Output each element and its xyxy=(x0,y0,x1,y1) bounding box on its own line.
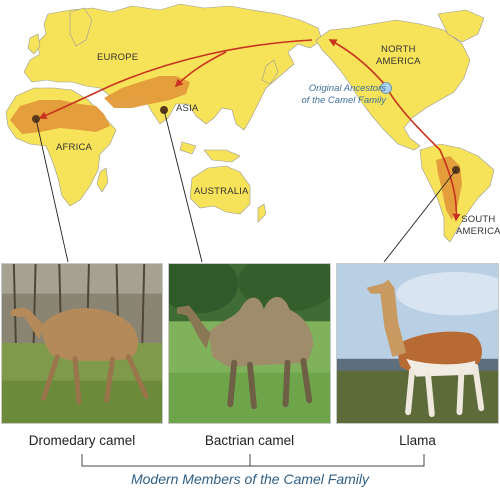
ancestors-label-line2: of the Camel Family xyxy=(301,95,386,106)
bactrian-pointer-line xyxy=(163,109,203,262)
label-europe: EUROPE xyxy=(97,52,139,63)
britain-landmass xyxy=(27,33,41,55)
label-south-america-line2: AMERICA xyxy=(456,226,500,237)
caption-dromedary: Dromedary camel xyxy=(28,433,136,448)
label-africa: AFRICA xyxy=(56,142,93,153)
madagascar-landmass xyxy=(96,167,109,193)
bactrian-photo xyxy=(168,263,331,424)
label-south-america: SOUTH AMERICA xyxy=(456,214,500,238)
ancestors-label-line1: Original Ancestors xyxy=(308,83,386,94)
migration-arrow-south-america xyxy=(387,89,461,222)
ancestor-origin-marker xyxy=(380,82,392,94)
migration-arrow-eurasia xyxy=(38,39,313,120)
bactrian-range xyxy=(104,76,190,108)
caption-llama: Llama xyxy=(399,433,436,448)
label-north-america-line2: AMERICA xyxy=(376,56,421,67)
migration-arrow-asia-branch xyxy=(174,51,227,88)
greenland-landmass xyxy=(437,9,485,43)
family-bracket xyxy=(81,454,425,467)
label-north-america-line1: NORTH xyxy=(381,44,416,55)
dromedary-illustration xyxy=(2,264,162,423)
label-asia: ASIA xyxy=(176,103,199,114)
scandinavia-landmass xyxy=(69,7,93,47)
dromedary-photo xyxy=(1,263,163,424)
dromedary-pointer-line xyxy=(35,118,69,262)
llama-illustration xyxy=(337,264,498,423)
north-america-landmass xyxy=(315,19,471,151)
ancestors-label: Original Ancestors of the Camel Family xyxy=(268,83,386,107)
label-north-america: NORTH AMERICA xyxy=(376,44,421,68)
family-label: Modern Members of the Camel Family xyxy=(130,471,370,487)
llama-photo xyxy=(336,263,499,424)
label-australia: AUSTRALIA xyxy=(194,186,249,197)
eurasia-landmass xyxy=(23,3,323,131)
new-zealand-landmass xyxy=(257,203,267,223)
world-map xyxy=(5,3,495,262)
family-bracket-line xyxy=(81,454,425,467)
japan-landmass xyxy=(261,59,279,85)
caption-bactrian: Bactrian camel xyxy=(204,433,295,448)
bactrian-illustration xyxy=(169,264,330,423)
australia-landmass xyxy=(189,165,251,215)
southeast-asia-islands xyxy=(179,141,241,163)
label-south-america-line1: SOUTH xyxy=(461,214,496,225)
dromedary-range xyxy=(10,100,110,134)
llama-pointer-line xyxy=(383,169,457,262)
